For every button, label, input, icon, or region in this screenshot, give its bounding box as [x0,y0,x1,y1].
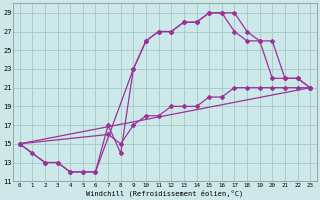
X-axis label: Windchill (Refroidissement éolien,°C): Windchill (Refroidissement éolien,°C) [86,189,244,197]
